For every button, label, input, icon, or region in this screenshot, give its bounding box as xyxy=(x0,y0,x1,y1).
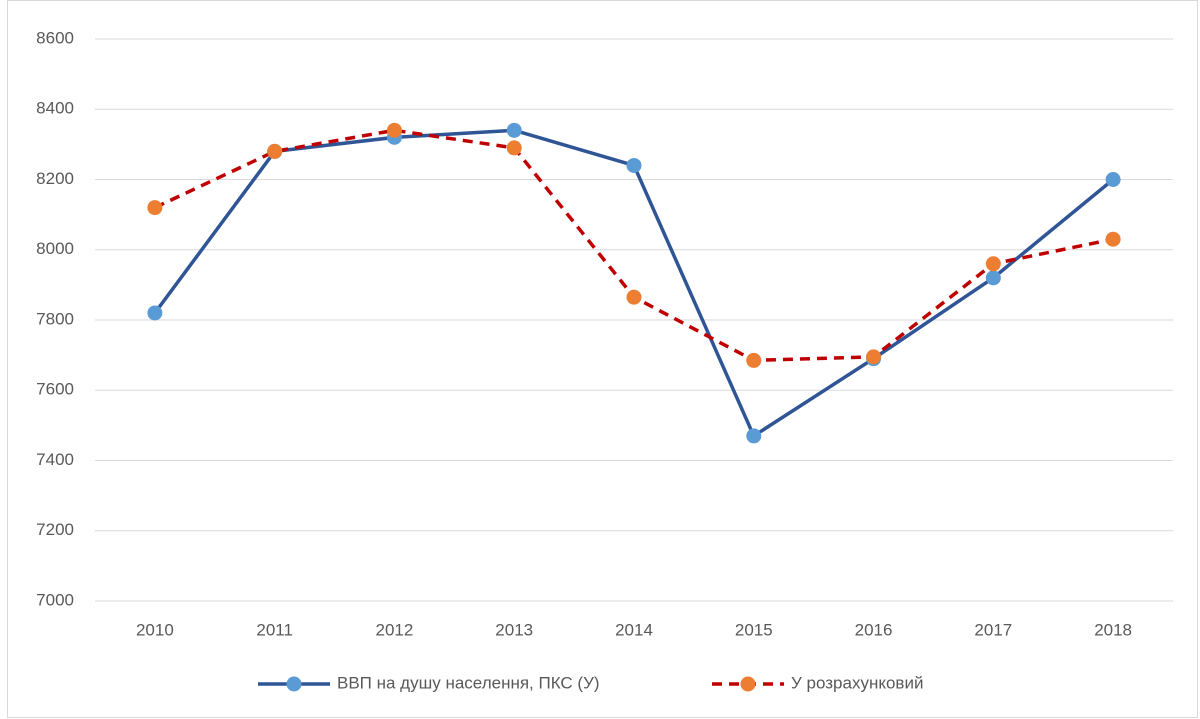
x-tick-label: 2016 xyxy=(855,620,893,639)
marker xyxy=(267,143,283,159)
x-tick-label: 2011 xyxy=(256,620,293,639)
marker xyxy=(1105,172,1121,187)
marker xyxy=(506,122,522,138)
y-tick-label: 8200 xyxy=(36,169,74,188)
x-tick-label: 2014 xyxy=(615,620,653,639)
marker xyxy=(746,428,762,444)
legend-label: У розрахунковий xyxy=(791,673,923,692)
y-tick-label: 8600 xyxy=(36,28,74,47)
y-tick-label: 8400 xyxy=(36,99,74,118)
y-tick-label: 7400 xyxy=(36,450,74,469)
y-tick-label: 7200 xyxy=(36,520,74,539)
legend-marker xyxy=(286,676,302,692)
marker xyxy=(147,305,163,321)
marker xyxy=(626,289,642,305)
chart-border xyxy=(7,0,1198,718)
legend-marker xyxy=(740,676,756,692)
x-tick-label: 2015 xyxy=(735,620,773,639)
marker xyxy=(985,270,1001,286)
x-tick-label: 2013 xyxy=(495,620,533,639)
marker xyxy=(866,349,882,365)
y-tick-label: 7000 xyxy=(36,590,74,609)
legend-label: ВВП на душу населення, ПКС (У) xyxy=(337,673,600,692)
y-tick-label: 7800 xyxy=(36,309,74,328)
y-tick-label: 8000 xyxy=(36,239,74,258)
x-tick-label: 2018 xyxy=(1094,620,1132,639)
marker xyxy=(1105,231,1121,247)
marker xyxy=(147,200,163,216)
x-tick-label: 2010 xyxy=(136,620,174,639)
marker xyxy=(626,157,642,173)
marker xyxy=(506,140,522,156)
marker xyxy=(985,256,1001,272)
x-tick-label: 2012 xyxy=(376,620,414,639)
marker xyxy=(746,352,762,368)
y-tick-label: 7600 xyxy=(36,380,74,399)
x-tick-label: 2017 xyxy=(974,620,1012,639)
marker xyxy=(386,122,402,138)
